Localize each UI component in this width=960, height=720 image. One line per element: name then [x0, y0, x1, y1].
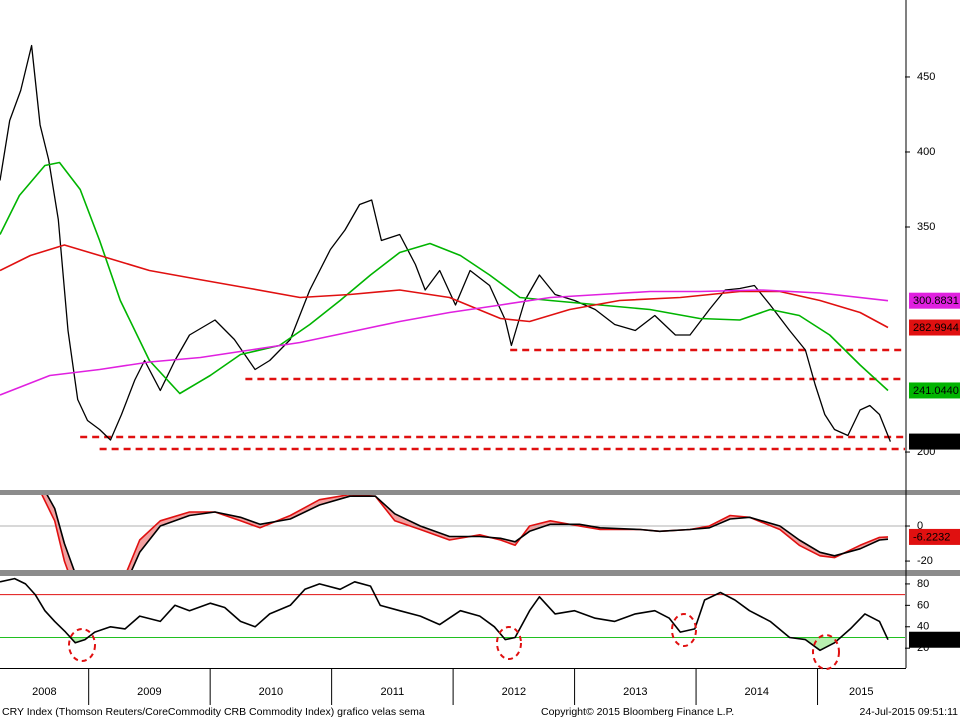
y-tick-label: 80	[917, 578, 929, 590]
panel	[0, 44, 905, 451]
panel-separator	[0, 570, 960, 576]
series-line	[0, 289, 889, 396]
x-tick-label: 2013	[623, 686, 647, 698]
circle	[812, 634, 840, 670]
last-value-box	[909, 433, 960, 450]
panel	[0, 495, 905, 570]
y-tick-label: -20	[917, 555, 933, 567]
last-value-box	[909, 631, 960, 648]
y-tick-label: 60	[917, 599, 929, 611]
oversold-fill	[0, 637, 888, 651]
last-value-label: 300.8831	[913, 295, 959, 307]
footer-left: CRY Index (Thomson Reuters/CoreCommodity…	[2, 706, 425, 718]
y-tick-label: 40	[917, 621, 929, 633]
last-value-label: -6.2232	[913, 531, 950, 543]
macd-fill	[42, 495, 888, 570]
circle	[68, 628, 96, 662]
x-tick-label: 2010	[259, 686, 283, 698]
annotation-circles	[68, 613, 840, 670]
series-line	[0, 44, 892, 442]
x-tick-label: 2009	[137, 686, 161, 698]
series-line	[46, 495, 889, 570]
footer-center: Copyright© 2015 Bloomberg Finance L.P.	[541, 706, 734, 718]
y-tick-label: 400	[917, 146, 935, 158]
circle	[496, 626, 522, 660]
y-tick-label: 350	[917, 221, 935, 233]
panel-separator	[0, 490, 960, 495]
x-tick-label: 2014	[745, 686, 769, 698]
last-value-box	[909, 382, 960, 399]
last-value-label: 241.0440	[913, 385, 959, 397]
series-line	[0, 577, 889, 652]
series-line	[0, 244, 889, 329]
circle	[671, 613, 697, 647]
series-line	[0, 161, 889, 395]
y-tick-label: 0	[917, 520, 923, 532]
x-tick-label: 2012	[502, 686, 526, 698]
x-tick-label: 2015	[849, 686, 873, 698]
y-tick-label: 450	[917, 71, 935, 83]
last-value-label: 206.9740	[913, 436, 959, 448]
x-tick-label: 2011	[381, 686, 405, 698]
last-value-box	[909, 319, 960, 336]
last-value-label: 27.8852	[913, 634, 953, 646]
footer-right: 24-Jul-2015 09:51:11	[860, 706, 959, 718]
x-tick-label: 2008	[32, 686, 56, 698]
last-value-box	[909, 292, 960, 309]
last-value-box	[909, 528, 960, 545]
last-value-label: 282.9944	[913, 322, 959, 334]
series-line	[41, 495, 889, 570]
panel	[0, 577, 905, 652]
